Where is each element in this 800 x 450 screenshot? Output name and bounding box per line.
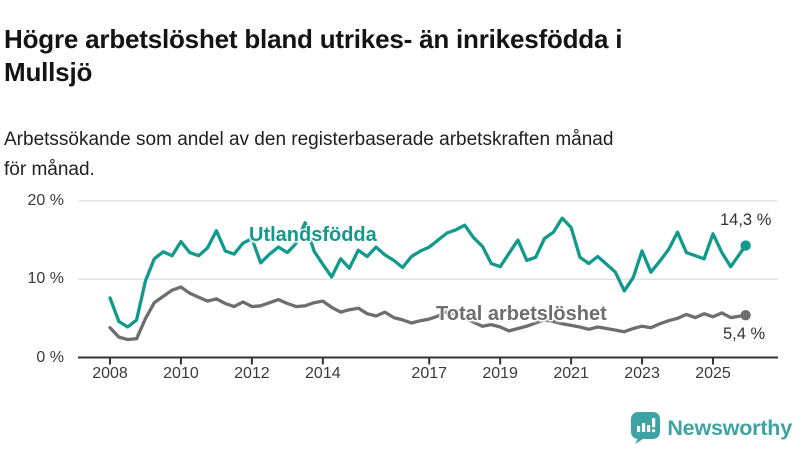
x-axis-tick-label: 2025 [695, 365, 731, 382]
x-axis-tick-label: 2021 [553, 365, 589, 382]
end-value-label-utlandsfodda: 14,3 % [720, 211, 772, 229]
newsworthy-wordmark: Newsworthy [667, 415, 792, 440]
x-axis-tick-label: 2012 [234, 365, 270, 382]
x-axis-tick-label: 2023 [624, 365, 660, 382]
newsworthy-logo: Newsworthy [631, 412, 792, 444]
x-axis-tick-label: 2019 [482, 365, 518, 382]
x-axis-tick-label: 2017 [411, 365, 448, 382]
y-axis-tick-label: 20 % [27, 191, 64, 209]
x-axis-tick-label: 2010 [163, 365, 199, 382]
x-axis-tick-label: 2014 [305, 365, 341, 382]
chart-title: Högre arbetslöshet bland utrikes- än inr… [4, 24, 623, 88]
x-axis-tick-label: 2008 [92, 365, 128, 382]
y-axis-tick-label: 0 % [36, 348, 64, 366]
series-label-total-arbetsloshet: Total arbetslöshet [436, 303, 607, 325]
bar-chart-speech-bubble-icon [631, 412, 661, 444]
series-label-utlandsfodda: Utlandsfödda [249, 224, 377, 246]
end-value-label-total: 5,4 % [723, 325, 766, 343]
chart-subtitle: Arbetssökande som andel av den registerb… [4, 129, 614, 180]
y-axis-tick-label: 10 % [27, 270, 64, 288]
